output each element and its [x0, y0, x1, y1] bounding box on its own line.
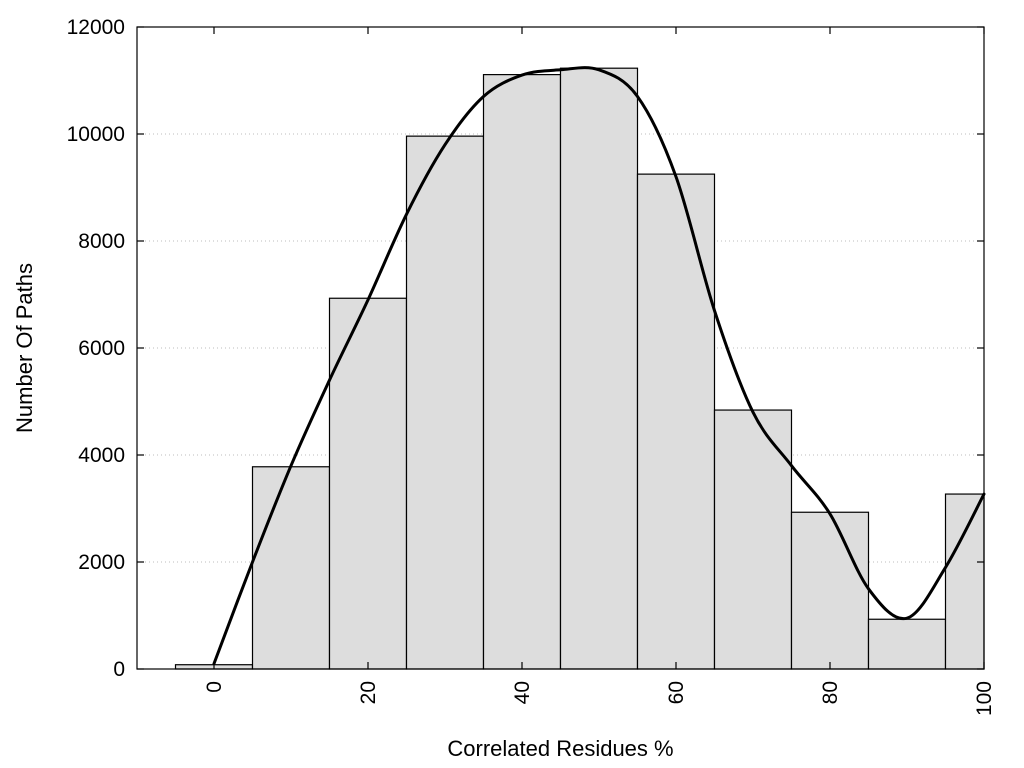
y-tick-label: 6000	[78, 337, 125, 360]
y-tick-label: 2000	[78, 551, 125, 574]
bar	[405, 135, 485, 670]
x-tick-label: 20	[357, 681, 380, 704]
y-tick-label: 0	[113, 658, 125, 681]
x-tick-label: 0	[203, 681, 226, 693]
bar	[636, 173, 716, 670]
bar	[713, 409, 793, 670]
y-tick-label: 8000	[78, 230, 125, 253]
x-axis-title: Correlated Residues %	[447, 736, 673, 761]
y-axis-title: Number Of Paths	[12, 263, 37, 433]
bar	[790, 511, 870, 670]
bar	[482, 74, 562, 670]
y-tick-label: 4000	[78, 444, 125, 467]
bar	[867, 618, 947, 670]
bar	[944, 493, 985, 670]
curve-layer	[212, 66, 986, 666]
trend-curve	[212, 66, 986, 666]
bar	[559, 67, 639, 670]
x-tick-label: 80	[819, 681, 842, 704]
x-axis: 0 20 40 60 80 100	[203, 27, 996, 716]
x-tick-label: 100	[973, 681, 996, 716]
y-axis: 0 2000 4000 6000 8000 10000 12000	[67, 16, 984, 681]
bars-layer	[174, 67, 985, 670]
bar	[251, 466, 331, 670]
y-tick-label: 10000	[67, 123, 125, 146]
y-tick-label: 12000	[67, 16, 125, 39]
x-tick-label: 60	[665, 681, 688, 704]
x-tick-label: 40	[511, 681, 534, 704]
